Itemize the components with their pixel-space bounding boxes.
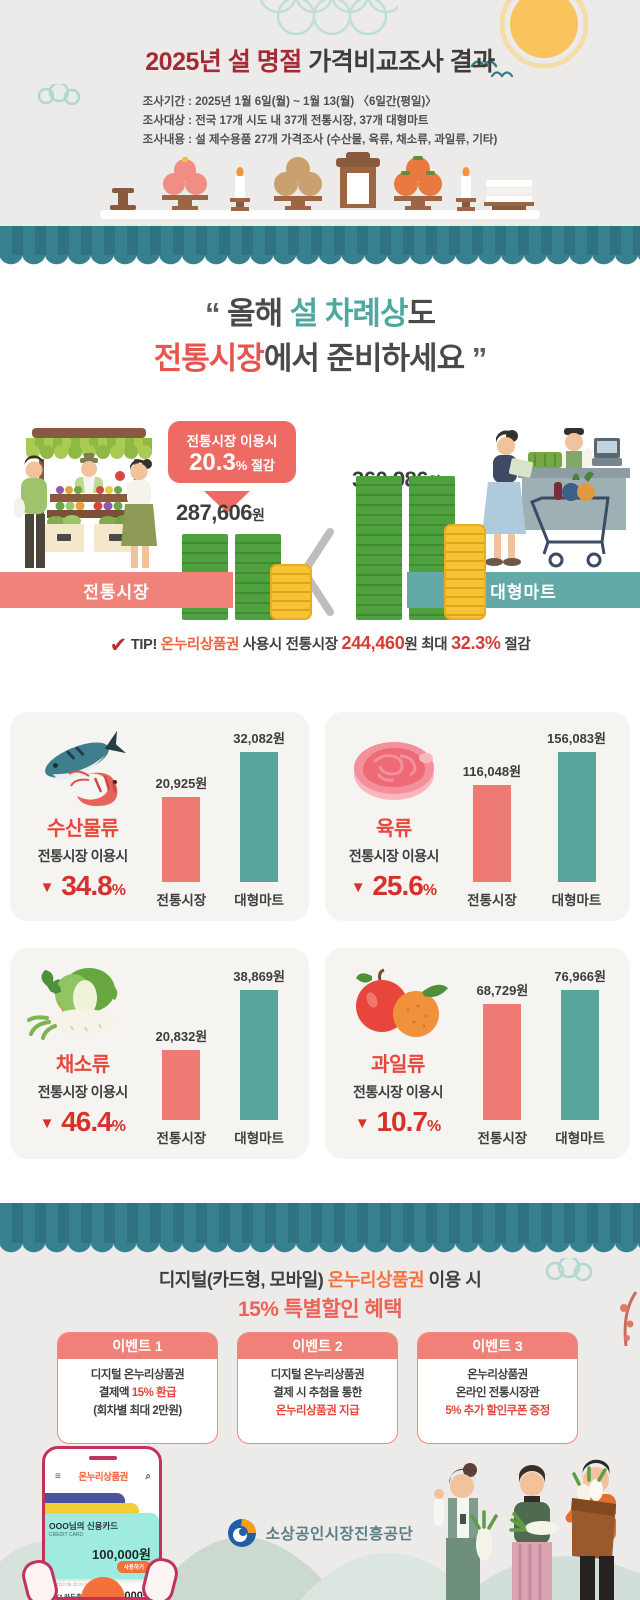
phone-speaker [89,1456,117,1460]
down-arrow-icon: ▼ [39,879,55,896]
mart-bar [561,990,600,1120]
mart-bar [240,990,279,1120]
cloud-icon [545,1258,593,1282]
check-icon: ✔ [109,634,128,657]
page-title: 2025년 설 명절 가격비교조사 결과 [0,42,640,78]
footer: 소상공인시장진흥공단 [0,1518,640,1548]
top-band [0,226,640,255]
down-arrow-icon: ▼ [350,879,366,896]
down-arrow-icon: ▼ [39,1115,55,1132]
category-card-fruits: 과일류 전통시장 이용시 ▼ 10.7% 68,729원 전통시장 76,966원… [325,948,630,1159]
mart-bar [557,752,596,882]
headline-quote: “ 올해 설 차례상도 전통시장에서 준비하세요 ” [153,296,488,376]
tip-line: ✔ TIP! 온누리상품권 사용시 전통시장 244,460원 최대 32.3% … [109,633,531,657]
category-chart: 20,832원 전통시장 38,869원 대형마트 [155,969,285,1146]
tip-percent: 32.3% [451,633,501,653]
top-band-scallop [0,255,640,267]
market-total-price: 287,606원 [176,500,265,525]
category-chart: 68,729원 전통시장 76,966원 대형마트 [476,969,606,1146]
market-stall-illustration [14,428,157,568]
wave-pattern-icon [259,0,398,36]
event-card-3: 이벤트 3 온누리상품권 온라인 전통시장관 5% 추가 할인쿠폰 증정 [417,1332,578,1444]
agency-logo-icon [227,1519,256,1547]
bar-label: 전통시장 [156,893,207,908]
down-arrow-icon: ▼ [354,1115,370,1132]
card-type: CREDIT CARD [49,1532,84,1538]
voucher-name: 온누리상품권 [160,637,240,653]
divider-band-scallop [0,1243,640,1255]
cloud-icon [37,84,81,106]
event-card-1: 이벤트 1 디지털 온누리상품권 결제액 15% 환급 (회차별 최대 2만원) [57,1332,218,1444]
market-bar [483,1004,522,1120]
savings-callout: 전통시장 이용시 20.3% 절감 [168,421,296,484]
close-quote-mark: ” [464,340,488,376]
branch-icon [620,1291,638,1347]
survey-targets: 조사대상 : 전국 17개 시도 내 37개 전통시장, 37개 대형마트 [142,114,429,127]
bar-value: 20,925원 [155,776,208,791]
birds-icon [470,60,514,78]
bar-value: 32,082원 [233,731,285,746]
quote-highlight-teal: 설 차례상 [289,296,409,331]
market-banner: 전통시장 [0,572,233,608]
mart-banner: 대형마트 [407,572,640,608]
tip-amount: 244,460 [341,633,405,653]
page-title-dark: 가격비교조사 결과 [301,48,495,76]
credit-card-mint: OOO님의 신용카드 CREDIT CARD 100,000원 사용하기 [45,1513,159,1579]
search-icon: ⌕ [145,1470,151,1482]
open-quote-mark: “ [204,296,228,331]
promo-headline: 디지털(카드형, 모바일) 온누리상품권 이용 시 [158,1270,482,1290]
savings-percent: 20.3 [189,449,236,476]
category-subtitle: 전통시장 이용시 [37,848,129,864]
divider-band [0,1203,640,1243]
market-bar [162,797,201,882]
app-action-circle [81,1577,125,1597]
mart-checkout-illustration [482,428,630,568]
promo-subheadline: 15% 특별할인 혜택 [237,1298,403,1321]
survey-contents: 조사내용 : 설 제수용품 27개 가격조사 (수산물, 육류, 채소류, 과일… [142,133,498,146]
category-card-meat: 육류 전통시장 이용시 ▼ 25.6% 116,048원 전통시장 156,083… [325,712,630,921]
savings-callout-line1: 전통시장 이용시 [186,434,278,449]
event-title: 이벤트 1 [58,1333,217,1359]
category-chart: 116,048원 전통시장 156,083원 대형마트 [462,731,606,908]
use-button: 사용하기 [116,1561,151,1573]
app-title: 온누리상품권 [78,1472,128,1483]
event-card-2: 이벤트 2 디지털 온누리상품권 결제 시 추첨을 통한 온누리상품권 지급 [237,1332,398,1444]
voucher-name: 온누리상품권 [327,1270,425,1290]
market-bar [472,785,511,882]
meat-icon [353,742,434,800]
category-discount: ▼ 34.8% [39,870,126,901]
mart-bar [240,752,279,882]
tx-timestamp: 2022.08.20 21:50 [55,1582,91,1587]
sun-icon [499,0,589,69]
phone-body: ≡ 온누리상품권 ⌕ OOO님의 신용카드 CREDIT CARD 100,00… [42,1446,162,1600]
agency-name: 소상공인시장진흥공단 [265,1526,414,1543]
market-bar [162,1050,201,1120]
tx-label: K* 카드출금 [55,1594,88,1600]
quote-highlight-red: 전통시장 [153,340,265,376]
card-amount: 100,000원 [92,1547,151,1562]
ritual-table-illustration [100,152,540,219]
tx-amount: 100,000원 [103,1590,153,1600]
voucher-app-phone-mockup: ≡ 온누리상품권 ⌕ OOO님의 신용카드 CREDIT CARD 100,00… [12,1436,182,1600]
fruits-icon [356,968,448,1037]
card-holder: OOO님의 신용카드 [49,1521,119,1531]
hamburger-menu-icon: ≡ [55,1470,61,1482]
shoppers-illustration [434,1459,616,1600]
survey-details: 조사기간 : 2025년 1월 6일(월) ~ 1월 13(월) 〈6일간(평일… [0,93,640,150]
fish-shrimp-icon [44,730,126,806]
bar-label: 대형마트 [234,893,284,908]
event-title: 이벤트 3 [418,1333,577,1359]
callout-pointer [204,491,250,513]
category-title: 수산물류 [46,818,119,840]
category-card-vegetables: 채소류 전통시장 이용시 ▼ 46.4% 20,832원 전통시장 38,869원… [10,948,309,1159]
survey-period: 조사기간 : 2025년 1월 6일(월) ~ 1월 13(월) 〈6일간(평일… [142,96,437,108]
page-title-red: 2025년 설 명절 [145,48,302,76]
event-title: 이벤트 2 [238,1333,397,1359]
vegetables-icon [26,968,118,1040]
